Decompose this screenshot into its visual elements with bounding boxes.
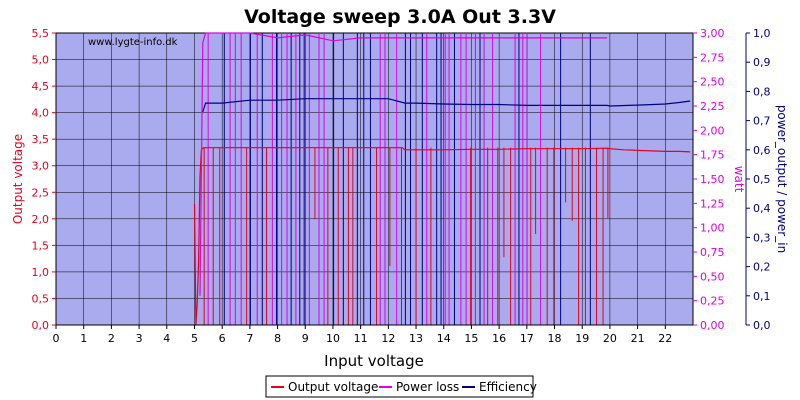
x-tick-label: 11 — [354, 332, 368, 345]
y-right-efficiency-tick-label: 0,1 — [753, 290, 771, 303]
y-right-watt-tick-label: 0,25 — [700, 295, 725, 308]
y-right-watt-tick-label: 0,00 — [700, 319, 725, 332]
y-right-efficiency-tick-label: 1,0 — [753, 27, 771, 40]
x-tick-label: 14 — [437, 332, 451, 345]
y-right-watt-tick-label: 2,25 — [700, 100, 725, 113]
series-layer — [193, 32, 691, 326]
y-right-efficiency-tick-label: 0,7 — [753, 115, 771, 128]
x-tick-label: 16 — [492, 332, 506, 345]
y-right-efficiency-tick-label: 0,4 — [753, 202, 771, 215]
x-tick-label: 10 — [326, 332, 340, 345]
y-right-efficiency-tick-label: 0,0 — [753, 319, 771, 332]
y-right-efficiency-tick-label: 0,6 — [753, 144, 771, 157]
y-left-tick-label: 1,5 — [32, 239, 50, 252]
x-tick-label: 13 — [409, 332, 423, 345]
y-right-watt-tick-label: 0,50 — [700, 270, 725, 283]
x-tick-label: 3 — [136, 332, 143, 345]
y-left-tick-label: 2,0 — [32, 213, 50, 226]
x-tick-label: 18 — [548, 332, 562, 345]
chart-title: Voltage sweep 3.0A Out 3.3V — [244, 6, 556, 28]
series-power-loss — [199, 32, 608, 296]
x-tick-label: 17 — [520, 332, 534, 345]
plot-area — [55, 32, 694, 326]
y-axis-left-label: Output voltage — [11, 134, 25, 224]
x-tick-label: 9 — [302, 332, 309, 345]
y-right-watt-tick-label: 0,75 — [700, 246, 725, 259]
watermark: www.lygte-info.dk — [88, 37, 178, 48]
signal-clutter — [203, 33, 609, 325]
y-left-tick-label: 2,5 — [32, 186, 50, 199]
y-right-watt-tick-label: 3,00 — [700, 27, 725, 40]
x-axis: 0 1 2 3 4 5 6 7 8 9 10 11 12 13 14 15 16 17 18 19 20 21 22 — [53, 324, 693, 345]
y-right-watt-tick-label: 1,75 — [700, 149, 725, 162]
y-left-tick-label: 5,0 — [32, 54, 50, 67]
series-efficiency — [202, 98, 691, 112]
y-left-tick-label: 0,0 — [32, 319, 50, 332]
y-left-tick-label: 5,5 — [32, 27, 50, 40]
y-axis-right-efficiency-label: power_output / power_in — [775, 105, 789, 253]
x-tick-label: 8 — [274, 332, 281, 345]
x-axis-label: Input voltage — [324, 352, 424, 370]
y-right-watt-tick-label: 1,25 — [700, 197, 725, 210]
x-tick-label: 2 — [108, 332, 115, 345]
y-right-watt-tick-label: 1,00 — [700, 222, 725, 235]
y-left-tick-label: 4,5 — [32, 80, 50, 93]
y-left-tick-label: 4,0 — [32, 107, 50, 120]
y-right-efficiency-tick-label: 0,2 — [753, 261, 771, 274]
y-axis-right-watt: 0,00 0,25 0,50 0,75 1,00 1,25 1,50 1,75 2,00 2,25… — [693, 27, 725, 332]
x-tick-label: 0 — [53, 332, 60, 345]
y-left-tick-label: 1,0 — [32, 266, 50, 279]
x-tick-label: 1 — [80, 332, 87, 345]
y-right-watt-tick-label: 2,50 — [700, 76, 725, 89]
y-axis-right-watt-label: watt — [732, 166, 746, 193]
y-axis-left: 0,0 0,5 1,0 1,5 2,0 2,5 3,0 3,5 4,0 4,5 5,0 5,5 — [32, 27, 56, 332]
y-right-watt-tick-label: 2,00 — [700, 124, 725, 137]
legend-label-output-voltage: Output voltage — [288, 380, 378, 394]
y-right-watt-tick-label: 1,50 — [700, 173, 725, 186]
x-tick-label: 15 — [464, 332, 478, 345]
y-left-tick-label: 3,0 — [32, 160, 50, 173]
y-right-efficiency-tick-label: 0,3 — [753, 231, 771, 244]
series-output-voltage — [193, 147, 691, 326]
legend-label-power-loss: Power loss — [396, 380, 459, 394]
x-tick-label: 22 — [658, 332, 672, 345]
x-tick-label: 7 — [246, 332, 253, 345]
legend-label-efficiency: Efficiency — [479, 380, 537, 394]
y-left-tick-label: 3,5 — [32, 133, 50, 146]
y-right-efficiency-tick-label: 0,8 — [753, 85, 771, 98]
x-tick-label: 19 — [575, 332, 589, 345]
legend: Output voltage Power loss Efficiency — [265, 375, 537, 398]
x-tick-label: 6 — [219, 332, 226, 345]
y-axis-right-efficiency: 0,0 0,1 0,2 0,3 0,4 0,5 0,6 0,7 0,8 0,9 1,0 — [745, 27, 771, 332]
legend-box — [265, 375, 534, 398]
y-left-tick-label: 0,5 — [32, 292, 50, 305]
x-tick-label: 20 — [603, 332, 617, 345]
x-tick-label: 5 — [191, 332, 198, 345]
x-tick-label: 4 — [163, 332, 170, 345]
x-tick-label: 21 — [631, 332, 645, 345]
y-right-efficiency-tick-label: 0,5 — [753, 173, 771, 186]
y-right-watt-tick-label: 2,75 — [700, 51, 725, 64]
y-right-efficiency-tick-label: 0,9 — [753, 56, 771, 69]
x-tick-label: 12 — [381, 332, 395, 345]
